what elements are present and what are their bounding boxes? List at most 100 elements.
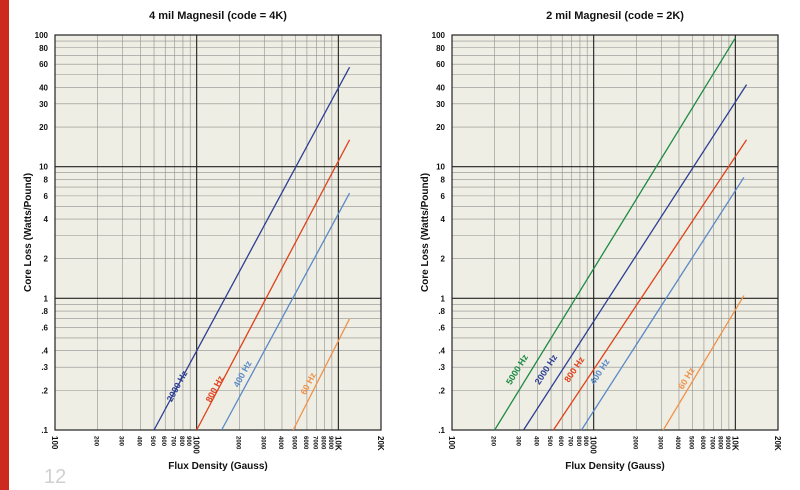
chart-1-gridlines <box>452 35 778 430</box>
chart-0-series-line-3 <box>292 318 351 431</box>
chart-0-series-line-1 <box>196 139 351 431</box>
chart-1-series-line-2 <box>552 139 748 431</box>
chart-1-y-tick-label: 4 <box>441 215 446 224</box>
chart-0-y-tick-label: .6 <box>41 324 48 333</box>
chart-0-y-tick-label: 80 <box>39 44 48 53</box>
chart-0-y-tick-label: 40 <box>39 83 48 92</box>
chart-1-y-tick-label: 80 <box>436 44 445 53</box>
chart-1-y-tick-label: 40 <box>436 83 445 92</box>
chart-0-y-tick-label: 6 <box>44 192 49 201</box>
chart-1-y-axis-label: Core Loss (Watts/Pound) <box>420 173 431 292</box>
chart-0-x-tick-label: 400 <box>135 436 141 447</box>
chart-0-y-tick-label: 30 <box>39 100 48 109</box>
chart-1-y-tick-label: 10 <box>436 163 445 172</box>
chart-0-x-tick-label: 4000 <box>277 436 283 450</box>
chart-0-x-tick-label: 10K <box>333 436 342 451</box>
chart-1-y-tick-label: .2 <box>438 386 445 395</box>
chart-0-x-tick-label: 20K <box>376 436 385 451</box>
chart-1-y-tick-label: 6 <box>441 192 446 201</box>
chart-0-x-tick-label: 3000 <box>259 436 265 450</box>
chart-0-x-tick-label: 100 <box>50 436 59 450</box>
chart-1-y-tick-label: .3 <box>438 363 445 372</box>
chart-0-x-tick-label: 600 <box>160 436 166 447</box>
chart-0-y-tick-label: 60 <box>39 60 48 69</box>
chart-1-y-tick-label: 100 <box>432 31 446 40</box>
chart-0-series-line-2 <box>221 192 351 431</box>
chart-1-x-tick-label: 5000 <box>688 436 694 450</box>
chart-1-plot-border <box>451 34 779 431</box>
chart-1-y-tick-label: .1 <box>438 426 445 435</box>
chart-0-x-tick-label: 5000 <box>291 436 297 450</box>
chart-1-x-tick-label: 8000 <box>717 436 723 450</box>
chart-1-x-tick-label: 100 <box>447 436 456 450</box>
chart-1-y-tick-label: .4 <box>438 347 445 356</box>
chart-0-y-tick-label: .3 <box>41 363 48 372</box>
chart-0-x-tick-label: 500 <box>149 436 155 447</box>
chart-1-x-tick-label: 300 <box>515 436 521 447</box>
chart-0-x-tick-label: 300 <box>118 436 124 447</box>
chart-1-x-tick-label: 4000 <box>674 436 680 450</box>
chart-0-y-tick-label: 1 <box>44 294 49 303</box>
chart-1-x-axis-label: Flux Density (Gauss) <box>565 461 664 472</box>
chart-0-y-tick-label: 20 <box>39 123 48 132</box>
chart-0-x-tick-label: 200 <box>93 436 99 447</box>
chart-1-x-tick-label: 6000 <box>699 436 705 450</box>
chart-1-x-tick-label: 2000 <box>631 436 637 450</box>
chart-0-gridlines <box>55 35 381 430</box>
chart-1-series-line-3 <box>580 176 745 431</box>
chart-1-x-tick-label: 400 <box>532 436 538 447</box>
chart-1-title: 2 mil Magnesil (code = 2K) <box>546 10 684 22</box>
chart-1-y-tick-label: .6 <box>438 324 445 333</box>
chart-1-x-tick-label: 500 <box>546 436 552 447</box>
chart-1-x-tick-label: 7000 <box>708 436 714 450</box>
chart-1-y-tick-label: 20 <box>436 123 445 132</box>
chart-0-x-tick-label: 9000 <box>327 436 333 450</box>
chart-1-x-tick-label: 800 <box>575 436 581 447</box>
chart-0-x-tick-label: 900 <box>185 436 191 447</box>
chart-0-x-tick-label: 1000 <box>192 436 201 454</box>
chart-1-x-tick-label: 700 <box>567 436 573 447</box>
chart-1-y-tick-label: 8 <box>441 175 446 184</box>
chart-1-x-tick-label: 600 <box>557 436 563 447</box>
chart-0-x-tick-label: 8000 <box>320 436 326 450</box>
chart-1-y-tick-label: 30 <box>436 100 445 109</box>
chart-1-x-tick-label: 900 <box>582 436 588 447</box>
chart-0-x-tick-label: 2000 <box>234 436 240 450</box>
chart-0-y-axis-label: Core Loss (Watts/Pound) <box>23 173 34 292</box>
chart-1-series-line-1 <box>523 84 748 431</box>
chart-1-y-tick-label: 2 <box>441 255 446 264</box>
page-edge-accent <box>0 0 9 490</box>
chart-0-x-tick-label: 800 <box>178 436 184 447</box>
chart-1-y-tick-label: .8 <box>438 307 445 316</box>
chart-1-x-tick-label: 200 <box>490 436 496 447</box>
chart-0-x-tick-label: 700 <box>170 436 176 447</box>
chart-1-series-line-0 <box>494 37 736 431</box>
chart-0-plot-border <box>54 34 382 431</box>
chart-0-y-tick-label: .8 <box>41 307 48 316</box>
chart-0-y-tick-label: 10 <box>39 163 48 172</box>
chart-0-y-tick-label: 2 <box>44 255 49 264</box>
chart-2mil-magnesil: 5000 Hz 2000 Hz 800 Hz 400 Hz 60 Hz.1.2.3.4.… <box>420 10 782 472</box>
chart-0-y-tick-label: 100 <box>35 31 49 40</box>
chart-0-x-axis-label: Flux Density (Gauss) <box>168 461 267 472</box>
chart-1-series-line-4 <box>662 295 745 431</box>
chart-0-x-tick-label: 6000 <box>302 436 308 450</box>
chart-1-x-tick-label: 20K <box>773 436 782 451</box>
chart-1-y-tick-label: 1 <box>441 294 446 303</box>
chart-0-y-tick-label: 4 <box>44 215 49 224</box>
chart-1-x-tick-label: 1000 <box>589 436 598 454</box>
chart-1-x-tick-label: 10K <box>730 436 739 451</box>
chart-0-x-tick-label: 7000 <box>311 436 317 450</box>
page-number: 12 <box>44 466 67 488</box>
chart-1-y-tick-label: 60 <box>436 60 445 69</box>
chart-0-y-tick-label: .1 <box>41 426 48 435</box>
chart-1-plot-area <box>452 35 778 430</box>
chart-1-x-tick-label: 9000 <box>724 436 730 450</box>
chart-0-y-tick-label: .4 <box>41 347 48 356</box>
chart-0-y-tick-label: .2 <box>41 386 48 395</box>
chart-0-y-tick-label: 8 <box>44 175 49 184</box>
chart-1-x-tick-label: 3000 <box>656 436 662 450</box>
chart-0-title: 4 mil Magnesil (code = 4K) <box>149 10 287 22</box>
